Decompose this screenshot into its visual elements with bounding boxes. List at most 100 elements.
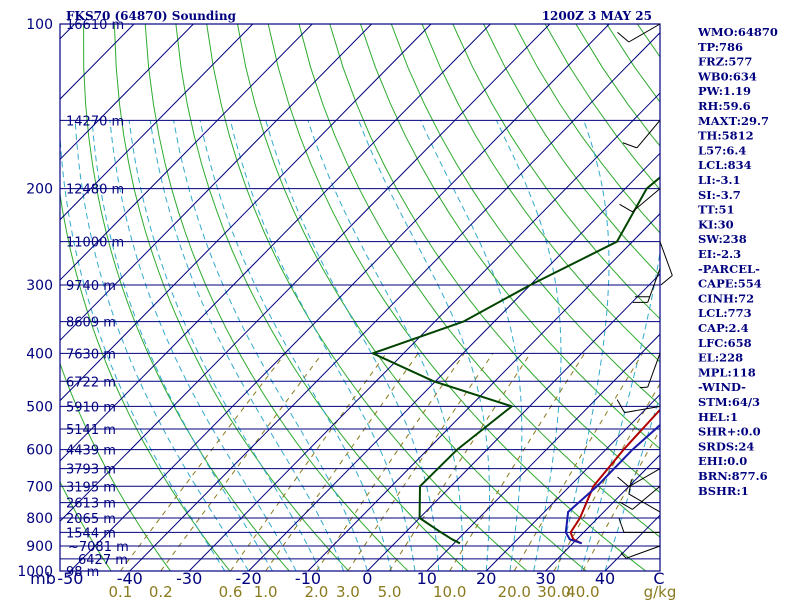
sounding-time: 1200Z 3 MAY 25 [542,9,652,23]
index-entry: WB0:634 [697,69,757,83]
wind-barb [632,268,661,303]
dry-adiabat [267,24,647,571]
height-label: 5141 m [66,423,116,438]
mixing-ratio-tick-label: 1.0 [254,583,278,600]
index-entry: BRN:877.6 [698,469,768,483]
index-entry: L57:6.4 [698,143,746,157]
wind-barb [659,241,673,286]
profile-line-3 [564,423,660,545]
pressure-label: 800 [26,511,53,527]
dry-adiabats [60,24,660,571]
wind-barb [616,399,661,414]
temperature-tick-label: 20 [476,569,496,588]
pressure-label: 200 [26,182,53,198]
mixing-ratio-tick-label: 0.1 [109,583,133,600]
isotherm [307,212,660,571]
pressure-label: 900 [26,539,53,555]
pressure-labels: 100 200 300 400 500 600 700 800 900 1000 [17,17,53,580]
moist-adiabat [128,120,321,571]
height-label: 2065 m [66,512,116,527]
isotherm [188,92,660,571]
station-title: FKS70 (64870) Sounding [66,9,237,23]
index-entry: EHI:0.0 [698,454,747,468]
mixing-ratio-line [582,429,660,571]
mixing-ratio-line [315,353,465,571]
isotherm [60,24,372,342]
temperature-tick-label: -50 [57,569,83,588]
isotherm [129,32,660,571]
height-label: 8609 m [66,316,116,331]
height-label: 4439 m [66,444,116,459]
index-entry: STM:64/3 [698,395,760,409]
temperature-tick-label: -20 [236,569,262,588]
moist-adiabat [149,120,345,571]
dry-adiabat [144,24,409,571]
height-label: 6722 m [66,375,116,390]
mixing-ratio-line [449,353,586,571]
mixing-ratio-line [120,352,286,571]
wind-barb [640,353,661,389]
dry-adiabat [575,24,660,147]
index-entry: LI:-3.1 [698,173,741,187]
mixing-ratio-tick-label: 0.2 [149,583,173,600]
isotherm [426,333,660,571]
moist-adiabat [265,120,440,571]
temperature-tick-label: 40 [595,569,615,588]
isotherm [60,24,491,462]
pressure-label: 500 [26,399,53,415]
height-label: ~7081 m [68,540,129,555]
index-entry: EI:-2.3 [698,247,741,261]
isotherm [60,24,254,221]
moist-adiabat [358,120,490,571]
index-entry: MAXT:29.7 [698,114,769,128]
pressure-label: 1000 [17,564,53,580]
moist-adiabat [580,249,660,571]
dry-adiabat [298,24,660,538]
height-label: 1544 m [66,526,116,541]
temperature-tick-label: 0 [362,569,372,588]
index-entry: SHR+:0.0 [698,425,761,439]
mixing-ratio-tick-label: g/kg [644,583,677,600]
wind-barb [618,518,660,533]
index-entry: CAP:2.4 [698,321,749,335]
height-label: 6427 m [78,553,128,568]
isotherm [367,273,660,571]
index-entry: FRZ:577 [698,55,752,69]
isotherm [60,24,551,522]
moist-adiabat [74,120,250,571]
isotherm [60,24,313,281]
moist-adiabat [109,120,297,571]
height-labels: 16610 m 14270 m 12480 m 11000 m 9740 m 8609 m… [66,18,129,580]
index-entry: SI:-3.7 [698,188,741,202]
index-entry: WMO:64870 [697,25,778,39]
height-label: 98 m [66,565,99,580]
moist-adiabat [229,120,416,571]
isotherm [70,24,610,571]
mixing-ratio-tick-label: 20.0 [498,583,531,600]
index-entry: MPL:118 [698,365,756,379]
temperature-tick-label: 30 [535,569,555,588]
wind-barb [619,485,661,510]
temperature-axis: mb -50 -40 -30 -20 -10 0 10 20 30 40 C [30,569,664,588]
height-label: 3195 m [66,480,116,495]
moist-adiabats [60,120,660,571]
pressure-label: 400 [26,346,53,362]
mixing-ratio-axis: 0.1 0.2 0.6 1.0 2.0 3.0 5.0 10.0 20.0 30.040.0 g/k… [109,583,677,600]
moist-adiabat [91,120,273,571]
index-entry: PW:1.19 [698,84,751,98]
mixing-ratio-tick-label: 40.0 [566,583,599,600]
mixing-ratio-tick-label: 10.0 [433,583,466,600]
moist-adiabat [199,120,392,571]
index-entry: SRDS:24 [698,439,754,453]
isotherm [60,24,432,402]
index-entry: LCL:773 [698,306,752,320]
mixing-ratio-tick-label: 5.0 [378,583,402,600]
plot-frame [59,23,661,572]
temperature-tick-label: -10 [295,569,321,588]
index-entry: SW:238 [698,232,747,246]
temperature-tick-label: C [653,569,664,588]
index-entry: EL:228 [698,351,743,365]
wind-barb [628,479,661,513]
profile-line-2 [371,176,660,545]
mixing-ratio-line [389,353,531,571]
